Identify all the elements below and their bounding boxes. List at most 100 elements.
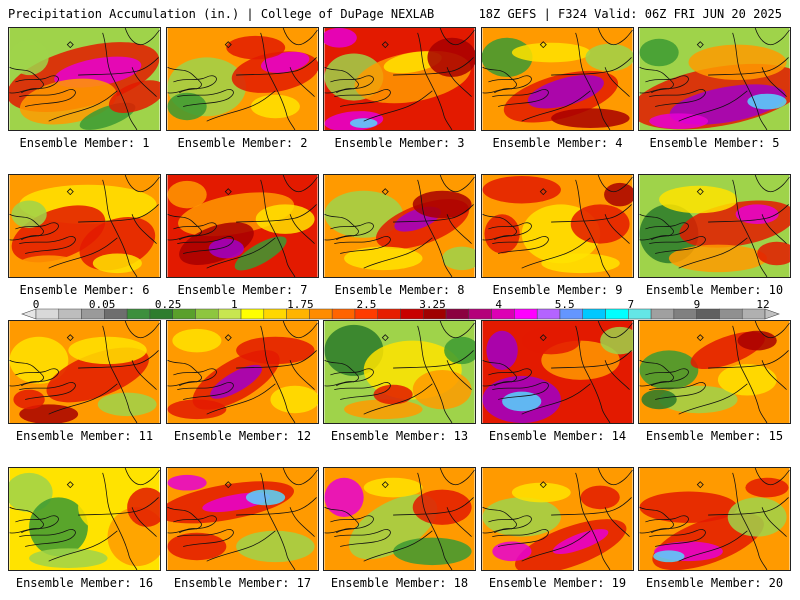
ensemble-member-label: Ensemble Member: 8 bbox=[334, 283, 465, 297]
colorbar-swatch bbox=[650, 308, 675, 320]
ensemble-member-label: Ensemble Member: 2 bbox=[177, 136, 308, 150]
ensemble-member-panel: Ensemble Member: 6 bbox=[8, 174, 161, 302]
ensemble-member-panel: Ensemble Member: 4 bbox=[481, 27, 634, 155]
ensemble-member-label: Ensemble Member: 13 bbox=[330, 429, 469, 443]
precipitation-map bbox=[481, 27, 634, 131]
precipitation-map bbox=[8, 27, 161, 131]
colorbar-swatch bbox=[309, 308, 333, 320]
colorbar-swatch bbox=[331, 308, 356, 320]
ensemble-member-label: Ensemble Member: 6 bbox=[19, 283, 150, 297]
ensemble-member-label: Ensemble Member: 18 bbox=[330, 576, 469, 590]
precipitation-map bbox=[166, 27, 319, 131]
colorbar-swatch bbox=[104, 308, 128, 320]
chart-title: Precipitation Accumulation (in.) | Colle… bbox=[8, 7, 435, 21]
ensemble-member-label: Ensemble Member: 14 bbox=[488, 429, 627, 443]
colorbar-swatch bbox=[445, 308, 470, 320]
ensemble-member-panel: Ensemble Member: 7 bbox=[166, 174, 319, 302]
colorbar-tick-label: 0.05 bbox=[88, 298, 116, 311]
ensemble-member-panel: Ensemble Member: 9 bbox=[481, 174, 634, 302]
precipitation-map bbox=[481, 320, 634, 424]
ensemble-member-label: Ensemble Member: 19 bbox=[488, 576, 627, 590]
colorbar-swatch bbox=[582, 308, 606, 320]
precipitation-colorbar: 0 0.05 0.25 1 1.75 2.5 3.25 4 5.5 7 9 12 bbox=[0, 298, 800, 320]
ensemble-member-panel: Ensemble Member: 2 bbox=[166, 27, 319, 155]
ensemble-member-label: Ensemble Member: 17 bbox=[173, 576, 312, 590]
colorbar-swatch bbox=[514, 308, 538, 320]
precipitation-map bbox=[323, 174, 476, 278]
colorbar-swatch bbox=[559, 308, 583, 320]
colorbar-swatch bbox=[423, 308, 447, 320]
precipitation-map bbox=[638, 174, 791, 278]
precipitation-map bbox=[481, 174, 634, 278]
precipitation-map bbox=[638, 27, 791, 131]
ensemble-member-label: Ensemble Member: 4 bbox=[492, 136, 623, 150]
precipitation-map bbox=[481, 467, 634, 571]
ensemble-member-panel: Ensemble Member: 15 bbox=[638, 320, 791, 448]
ensemble-member-panel: Ensemble Member: 18 bbox=[323, 467, 476, 595]
ensemble-member-label: Ensemble Member: 3 bbox=[334, 136, 465, 150]
colorbar-tick-label: 2.5 bbox=[356, 298, 377, 311]
colorbar-swatch bbox=[468, 308, 492, 320]
colorbar-max-arrow bbox=[764, 308, 780, 320]
ensemble-member-panel: Ensemble Member: 20 bbox=[638, 467, 791, 595]
ensemble-member-panel: Ensemble Member: 13 bbox=[323, 320, 476, 448]
colorbar-swatch bbox=[81, 308, 105, 320]
precipitation-map bbox=[323, 27, 476, 131]
colorbar-tick-label: 4 bbox=[495, 298, 502, 311]
colorbar-swatch bbox=[172, 308, 196, 320]
colorbar-swatch bbox=[286, 308, 310, 320]
colorbar-tick-label: 0.25 bbox=[154, 298, 182, 311]
ensemble-member-panel: Ensemble Member: 11 bbox=[8, 320, 161, 448]
precipitation-map bbox=[323, 320, 476, 424]
colorbar-swatch bbox=[149, 308, 173, 320]
colorbar-tick-label: 3.25 bbox=[419, 298, 446, 311]
colorbar-swatch bbox=[696, 308, 720, 320]
ensemble-member-panel: Ensemble Member: 8 bbox=[323, 174, 476, 302]
colorbar-swatch bbox=[263, 308, 287, 320]
ensemble-member-label: Ensemble Member: 10 bbox=[645, 283, 784, 297]
ensemble-member-label: Ensemble Member: 16 bbox=[15, 576, 154, 590]
colorbar-swatch bbox=[126, 308, 151, 320]
colorbar-swatch bbox=[400, 308, 424, 320]
colorbar-tick-label: 9 bbox=[693, 298, 701, 311]
ensemble-member-panel: Ensemble Member: 1 bbox=[8, 27, 161, 155]
ensemble-member-panel: Ensemble Member: 5 bbox=[638, 27, 791, 155]
colorbar-tick-label: 12 bbox=[756, 298, 770, 311]
colorbar-swatch bbox=[58, 308, 82, 320]
ensemble-member-panel: Ensemble Member: 3 bbox=[323, 27, 476, 155]
colorbar-swatch bbox=[719, 308, 743, 320]
colorbar-swatch bbox=[605, 308, 629, 320]
colorbar-tick-label: 7 bbox=[627, 298, 635, 311]
ensemble-member-label: Ensemble Member: 1 bbox=[19, 136, 150, 150]
precipitation-map bbox=[323, 467, 476, 571]
ensemble-member-panel: Ensemble Member: 12 bbox=[166, 320, 319, 448]
ensemble-member-label: Ensemble Member: 12 bbox=[173, 429, 312, 443]
precipitation-map bbox=[638, 320, 791, 424]
colorbar-tick-label: 0 bbox=[32, 298, 40, 311]
colorbar-swatch bbox=[218, 308, 242, 320]
ensemble-member-panel: Ensemble Member: 19 bbox=[481, 467, 634, 595]
colorbar-swatch bbox=[673, 308, 697, 320]
ensemble-member-label: Ensemble Member: 7 bbox=[177, 283, 308, 297]
colorbar-swatch bbox=[536, 308, 561, 320]
precipitation-map bbox=[8, 174, 161, 278]
ensemble-member-label: Ensemble Member: 20 bbox=[645, 576, 784, 590]
model-run-info: 18Z GEFS | F324 Valid: 06Z FRI JUN 20 20… bbox=[478, 7, 782, 21]
colorbar-swatch bbox=[240, 308, 265, 320]
ensemble-member-label: Ensemble Member: 5 bbox=[649, 136, 780, 150]
colorbar-swatch bbox=[628, 308, 652, 320]
precipitation-map bbox=[166, 174, 319, 278]
ensemble-member-panel: Ensemble Member: 14 bbox=[481, 320, 634, 448]
colorbar-swatch bbox=[377, 308, 401, 320]
ensemble-member-panel: Ensemble Member: 16 bbox=[8, 467, 161, 595]
colorbar-swatches bbox=[21, 308, 780, 320]
ensemble-member-panel: Ensemble Member: 17 bbox=[166, 467, 319, 595]
colorbar-tick-label: 5.5 bbox=[554, 298, 575, 311]
precipitation-map bbox=[166, 320, 319, 424]
colorbar-swatch bbox=[195, 308, 219, 320]
ensemble-member-panel: Ensemble Member: 10 bbox=[638, 174, 791, 302]
colorbar-swatch bbox=[491, 308, 515, 320]
colorbar-tick-label: 1 bbox=[230, 298, 238, 311]
colorbar-min-arrow bbox=[21, 308, 37, 320]
precipitation-map bbox=[166, 467, 319, 571]
